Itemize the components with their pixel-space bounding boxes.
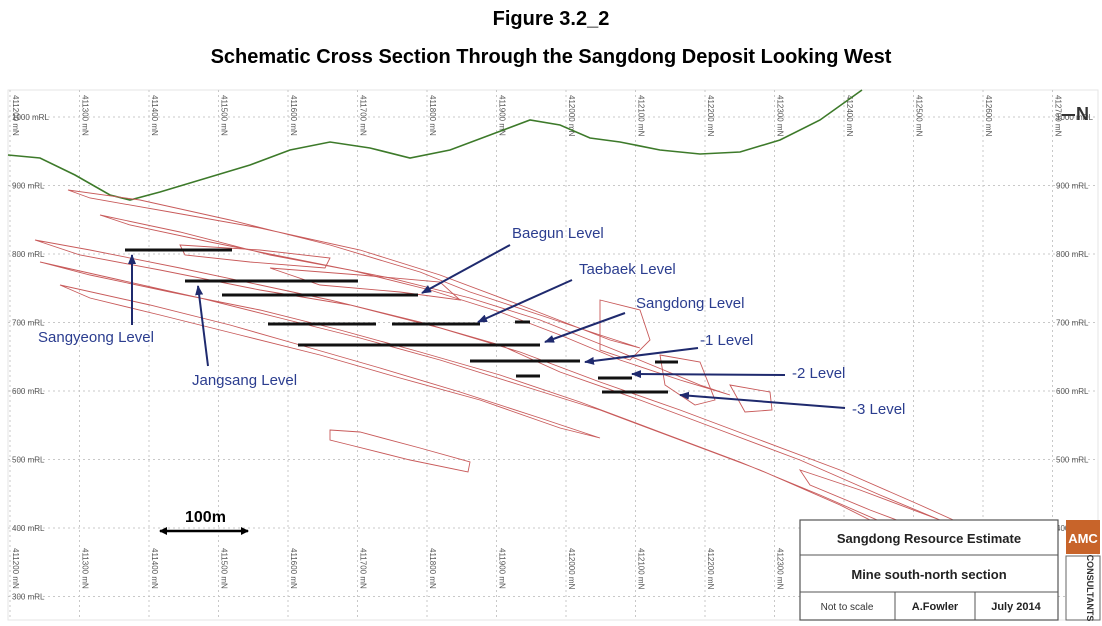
- northing-label-bottom: 411500 mN: [220, 548, 229, 589]
- elevation-label-right: 900 mRL: [1056, 182, 1089, 191]
- terrain-surface-line: [7, 89, 863, 201]
- elevation-label-left: 600 mRL: [12, 387, 45, 396]
- orebody-lens: [729, 384, 773, 413]
- sangdong-arrow: [544, 312, 626, 343]
- figure-caption: Schematic Cross Section Through the Sang…: [210, 46, 892, 68]
- mine-drives: [125, 248, 678, 394]
- amc-logo-text: AMC: [1068, 531, 1098, 546]
- orebody-lens: [39, 261, 961, 561]
- elevation-label-right: 500 mRL: [1056, 456, 1089, 465]
- northing-label-bottom: 411900 mN: [498, 548, 507, 589]
- northing-label-top: 411400 mN: [150, 95, 159, 136]
- northing-label-top: 412000 mN: [567, 95, 576, 137]
- elevation-labels-right: 1000 mRL 900 mRL 800 mRL 700 mRL 600 mRL 500 …: [1056, 113, 1093, 533]
- minus3-level-label: -3 Level: [852, 401, 905, 418]
- northing-label-top: 412600 mN: [984, 95, 993, 137]
- title-block-subtitle: Mine south-north section: [851, 567, 1006, 582]
- orebody-lens: [329, 429, 471, 473]
- northing-label-bottom: 411800 mN: [428, 548, 437, 589]
- northing-label-top: 412700 mN: [1054, 95, 1063, 137]
- northing-label-bottom: 411700 mN: [359, 548, 368, 589]
- amc-logo: AMC CONSULTANTS: [1065, 520, 1101, 622]
- title-block-frame: [799, 519, 1059, 621]
- northing-label-top: 411800 mN: [428, 95, 437, 136]
- taebaek-arrow: [477, 279, 573, 323]
- title-block-title: Sangdong Resource Estimate: [837, 531, 1021, 546]
- minus1-level-label: -1 Level: [700, 332, 753, 349]
- elevation-label-left: 700 mRL: [12, 319, 45, 328]
- taebaek-level-label: Taebaek Level: [579, 261, 676, 278]
- northing-label-bottom: 412000 mN: [567, 548, 576, 590]
- figure-number: Figure 3.2_2: [492, 8, 610, 30]
- elevation-label-left: 900 mRL: [12, 182, 45, 191]
- orebody-lens: [59, 284, 601, 439]
- northing-label-bottom: 412200 mN: [706, 548, 715, 590]
- minus3-arrow: [679, 391, 846, 409]
- orebody-lens: [179, 244, 331, 269]
- northing-label-bottom: 411300 mN: [81, 548, 90, 589]
- elevation-label-left: 800 mRL: [12, 250, 45, 259]
- northing-label-bottom: 412300 mN: [776, 548, 785, 590]
- elevation-label-left: 400 mRL: [12, 524, 45, 533]
- elevation-label-left: 1000 mRL: [12, 113, 49, 122]
- northing-label-top: 412100 mN: [637, 95, 646, 137]
- title-block-author: A.Fowler: [912, 601, 959, 613]
- sangdong-level-label: Sangdong Level: [636, 295, 744, 312]
- jangsang-level-label: Jangsang Level: [192, 372, 297, 389]
- elevation-label-right: 1000 mRL: [1056, 113, 1093, 122]
- orebody-lens: [659, 354, 716, 406]
- level-arrows: [128, 244, 846, 409]
- northing-labels-bottom: 411200 mN 411300 mN 411400 mN 411500 mN 4116…: [11, 548, 785, 590]
- elevation-label-right: 600 mRL: [1056, 387, 1089, 396]
- northing-label-bottom: 411600 mN: [289, 548, 298, 589]
- amc-logo-subtext: CONSULTANTS: [1085, 555, 1095, 622]
- orebody-lens: [34, 239, 981, 533]
- northing-label-top: 412500 mN: [915, 95, 924, 137]
- title-block: Sangdong Resource Estimate Mine south-no…: [799, 519, 1059, 621]
- elevation-label-left: 500 mRL: [12, 456, 45, 465]
- orebody-lens: [67, 189, 641, 349]
- title-block-scale: Not to scale: [821, 602, 874, 613]
- northing-label-top: 411600 mN: [289, 95, 298, 136]
- northing-label-top: 411500 mN: [220, 95, 229, 136]
- northing-label-bottom: 411400 mN: [150, 548, 159, 589]
- title-block-date: July 2014: [991, 601, 1041, 613]
- minus2-arrow: [631, 370, 786, 379]
- jangsang-arrow: [195, 285, 209, 367]
- northing-label-bottom: 411200 mN: [11, 548, 20, 589]
- elevation-label-right: 800 mRL: [1056, 250, 1089, 259]
- amc-logo-block: [1066, 520, 1100, 554]
- orebody-lens: [599, 299, 651, 361]
- section-frame: [7, 89, 1099, 621]
- north-arrow-label: N: [1076, 104, 1089, 124]
- baegun-level-label: Baegun Level: [512, 225, 604, 242]
- northing-label-top: 412200 mN: [706, 95, 715, 137]
- northing-label-top: 412400 mN: [845, 95, 854, 137]
- northing-label-top: 411200 mN: [11, 95, 20, 136]
- elevation-label-left: 300 mRL: [12, 593, 45, 602]
- baegun-arrow: [421, 244, 511, 294]
- northing-label-top: 411300 mN: [81, 95, 90, 136]
- northing-labels-top: 411200 mN 411300 mN 411400 mN 411500 mN 4116…: [11, 95, 1063, 137]
- northing-label-top: 411700 mN: [359, 95, 368, 136]
- minus1-arrow: [584, 347, 699, 365]
- sangyeong-level-label: Sangyeong Level: [38, 329, 154, 346]
- northing-label-top: 412300 mN: [776, 95, 785, 137]
- northing-label-top: 411900 mN: [498, 95, 507, 136]
- elevation-label-right: 700 mRL: [1056, 319, 1089, 328]
- elevation-labels-left: 1000 mRL 900 mRL 800 mRL 700 mRL 600 mRL 500 …: [12, 113, 49, 602]
- northing-label-bottom: 412100 mN: [637, 548, 646, 590]
- scale-bar-label: 100m: [185, 509, 226, 526]
- orebody-lens: [269, 267, 462, 301]
- minus2-level-label: -2 Level: [792, 365, 845, 382]
- orebody-lens: [99, 214, 731, 396]
